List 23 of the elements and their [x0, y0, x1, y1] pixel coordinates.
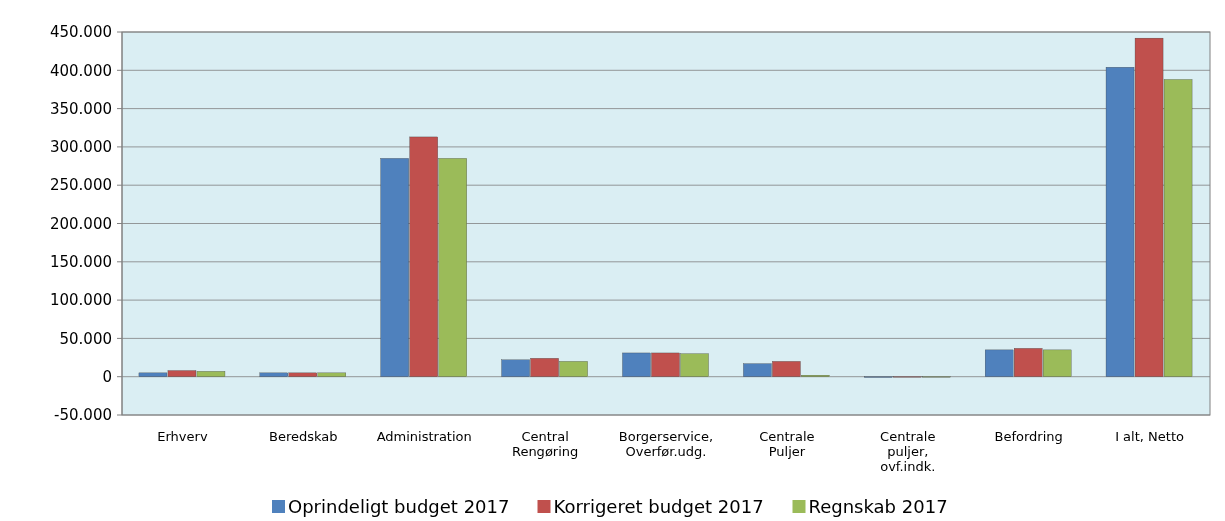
y-tick-label: -50.000: [54, 406, 112, 425]
x-tick-label: Centrale Puljer: [759, 429, 815, 459]
y-tick-label: 100.000: [49, 291, 112, 310]
legend-label: Regnskab 2017: [808, 496, 948, 517]
x-tick-label: Administration: [376, 429, 472, 444]
x-tick-label: I alt, Netto: [1115, 429, 1184, 444]
x-tick-label: Befordring: [994, 429, 1063, 444]
legend-label: Korrigeret budget 2017: [553, 496, 764, 517]
y-tick-label: 300.000: [49, 138, 112, 157]
y-tick-label: 250.000: [49, 176, 112, 195]
y-tick-label: 400.000: [49, 61, 112, 80]
legend-label: Oprindeligt budget 2017: [288, 496, 510, 517]
y-tick-label: 350.000: [49, 99, 112, 118]
y-tick-label: 150.000: [49, 253, 112, 272]
x-tick-label: Central Rengøring: [511, 429, 579, 459]
x-tick-label: Centrale puljer, ovf.indk.: [880, 429, 936, 474]
y-tick-label: 0: [102, 367, 112, 386]
x-tick-label: Borgerservice, Overfør.udg.: [618, 429, 714, 459]
x-tick-label: Beredskab: [269, 429, 338, 444]
x-tick-label: Erhverv: [157, 429, 208, 444]
y-tick-label: 50.000: [59, 329, 112, 348]
y-tick-label: 450.000: [49, 23, 112, 42]
y-tick-label: 200.000: [49, 214, 112, 233]
